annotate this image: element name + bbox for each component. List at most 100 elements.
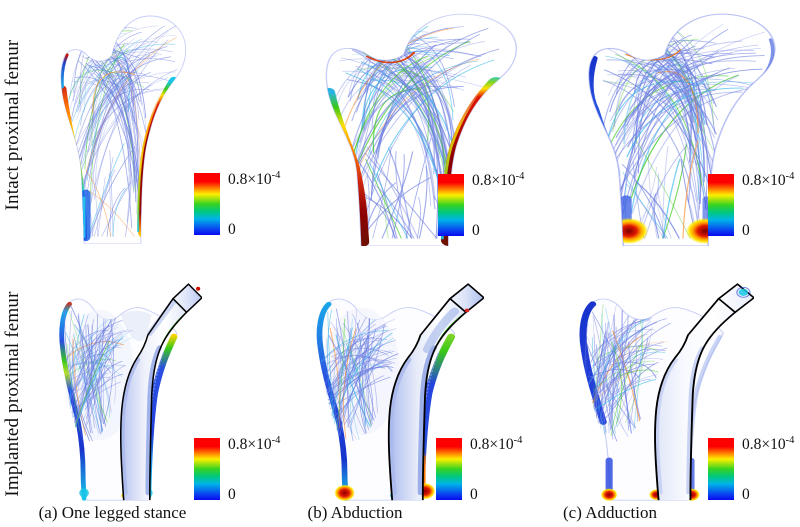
streamline [596, 321, 610, 434]
streamline [391, 154, 405, 239]
legend-min-label: 0 [472, 222, 480, 239]
streamline [608, 331, 615, 426]
hotspot-bottom-left [334, 484, 355, 502]
colorbar-legend: 0.8×10-4 0 [708, 435, 800, 503]
streamline [635, 34, 693, 144]
streamline [598, 363, 656, 394]
streamline [598, 316, 650, 387]
implant-trunnion [171, 283, 202, 314]
stress-band-lateral [326, 87, 370, 246]
legend-max-base: 0.8×10 [228, 171, 272, 189]
streamline [618, 72, 719, 196]
implant-outline [654, 298, 736, 501]
streamline [109, 149, 114, 237]
streamline [657, 50, 692, 150]
stress-band-lateral [316, 301, 349, 501]
legend-max-label: 0.8×10-4 [472, 171, 524, 190]
streamline [358, 74, 465, 100]
legend-max-exponent: -4 [271, 435, 281, 446]
streamline [97, 176, 106, 237]
streamline [67, 71, 177, 165]
streamline [106, 58, 142, 105]
streamline [604, 349, 650, 395]
streamline [601, 314, 617, 435]
colorbar [438, 174, 464, 236]
streamline [376, 185, 415, 239]
streamline [356, 159, 396, 239]
streamline [80, 53, 151, 206]
streamline [86, 340, 120, 419]
streamline [350, 34, 480, 203]
streamline [604, 69, 716, 205]
streamline [72, 340, 110, 435]
streamline [86, 75, 140, 196]
streamline [347, 79, 440, 183]
streamline [75, 343, 95, 428]
streamline [83, 361, 123, 399]
trabecular-streamlines [581, 304, 673, 443]
streamline [619, 85, 765, 190]
streamline [611, 333, 649, 374]
streamline [333, 336, 342, 440]
colorbar [436, 438, 462, 500]
streamline [326, 338, 357, 440]
legend-min-label: 0 [228, 221, 236, 238]
stress-band-lateral-blue [589, 55, 622, 178]
streamline [83, 65, 132, 114]
streamline [330, 323, 376, 397]
streamline [682, 140, 699, 239]
implant-shade-left [120, 357, 141, 495]
streamline [85, 170, 112, 237]
legend-max-exponent: -4 [785, 435, 795, 446]
streamline [611, 361, 658, 380]
streamline [369, 163, 408, 239]
legend-min-label: 0 [742, 486, 750, 503]
streamline [605, 81, 718, 172]
streamline [610, 353, 646, 408]
streamline [76, 35, 177, 121]
streamline [337, 338, 378, 404]
streamline [630, 75, 698, 220]
streamline [327, 311, 336, 434]
streamline [84, 364, 127, 411]
hotspot-trunnion-cyan [738, 288, 749, 296]
streamline [613, 48, 687, 128]
streamline [69, 310, 84, 441]
streamline [350, 58, 479, 188]
streamline [615, 318, 667, 369]
streamline [351, 49, 436, 210]
streamline [322, 337, 382, 362]
streamline [606, 322, 671, 396]
implant-shade-left [655, 358, 679, 495]
colorbar [708, 174, 734, 236]
streamline [112, 188, 127, 237]
streamline [342, 70, 428, 158]
streamline [81, 88, 166, 170]
streamline [87, 39, 169, 214]
streamline [378, 73, 451, 175]
femur-intact-b-graphic [325, 13, 518, 246]
streamline [92, 176, 99, 237]
streamline [626, 87, 744, 158]
streamline [653, 56, 715, 104]
streamline [628, 78, 761, 111]
streamline [84, 49, 129, 170]
streamline [101, 180, 132, 237]
streamline [610, 341, 643, 437]
femur-intact-a-graphic [60, 15, 187, 244]
streamline [635, 181, 680, 239]
streamline [332, 328, 397, 381]
streamline [90, 31, 169, 184]
legend-max-label: 0.8×10-4 [228, 170, 280, 189]
streamline [593, 334, 633, 443]
streamline [94, 63, 136, 187]
streamline [77, 325, 113, 392]
legend-min-label: 0 [742, 222, 750, 239]
streamline [606, 81, 699, 142]
streamline [326, 309, 342, 442]
hotspot-neck-red [464, 308, 470, 313]
implant-outline [120, 298, 188, 501]
legend-max-base: 0.8×10 [470, 436, 514, 454]
streamline [338, 358, 388, 417]
